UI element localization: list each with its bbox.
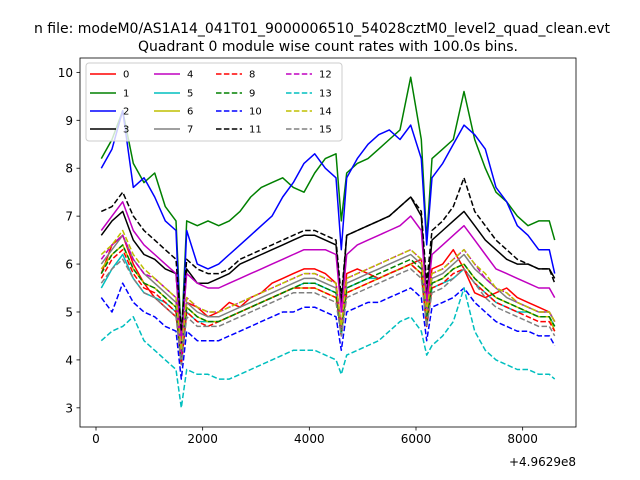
series-line-4 — [100, 201, 556, 342]
legend-label-14: 14 — [319, 107, 332, 118]
axes-frame — [79, 57, 577, 428]
figure-suptitle: n file: modeM0/AS1A14_041T01_9000006510_… — [34, 21, 611, 37]
x-tick-label: 8000 — [507, 432, 538, 446]
y-tick-label: 7 — [65, 210, 73, 224]
x-tick-label: 2000 — [187, 432, 218, 446]
x-tick-label: 0 — [92, 432, 100, 446]
legend-label-13: 13 — [319, 89, 332, 100]
y-tick-label: 4 — [65, 353, 73, 367]
y-tick-label: 9 — [65, 114, 73, 128]
series-line-9 — [100, 244, 556, 361]
chart-title: Quadrant 0 module wise count rates with … — [138, 39, 518, 55]
x-axis: 0 2000 4000 6000 8000 — [92, 427, 538, 446]
x-axis-offset-label: +4.9629e8 — [509, 455, 576, 469]
series-line-15 — [100, 258, 556, 366]
legend-label-5: 5 — [187, 89, 193, 100]
legend-label-11: 11 — [249, 125, 262, 136]
legend-label-2: 2 — [123, 107, 129, 118]
legend-label-7: 7 — [187, 125, 193, 136]
y-tick-label: 6 — [65, 258, 73, 272]
legend-label-8: 8 — [249, 70, 255, 81]
series-line-13 — [100, 287, 556, 409]
y-tick-label: 8 — [65, 162, 73, 176]
legend-label-0: 0 — [123, 70, 129, 81]
legend-label-1: 1 — [123, 89, 129, 100]
legend-label-12: 12 — [319, 70, 332, 81]
x-tick-label: 4000 — [294, 432, 325, 446]
legend-label-3: 3 — [123, 125, 129, 136]
series-line-14 — [100, 229, 556, 352]
series-line-11 — [100, 177, 556, 332]
y-tick-label: 5 — [65, 305, 73, 319]
y-tick-label: 3 — [65, 401, 73, 415]
legend-label-6: 6 — [187, 107, 193, 118]
y-tick-label: 10 — [58, 66, 73, 80]
legend-label-9: 9 — [249, 89, 255, 100]
x-tick-label: 6000 — [401, 432, 432, 446]
legend-label-15: 15 — [319, 125, 332, 136]
legend-label-10: 10 — [249, 107, 262, 118]
series-layer — [100, 76, 556, 409]
y-axis: 3 4 5 6 7 8 9 10 — [58, 66, 80, 415]
legend-label-4: 4 — [187, 70, 193, 81]
series-line-10 — [100, 282, 556, 380]
legend-frame — [85, 62, 343, 142]
